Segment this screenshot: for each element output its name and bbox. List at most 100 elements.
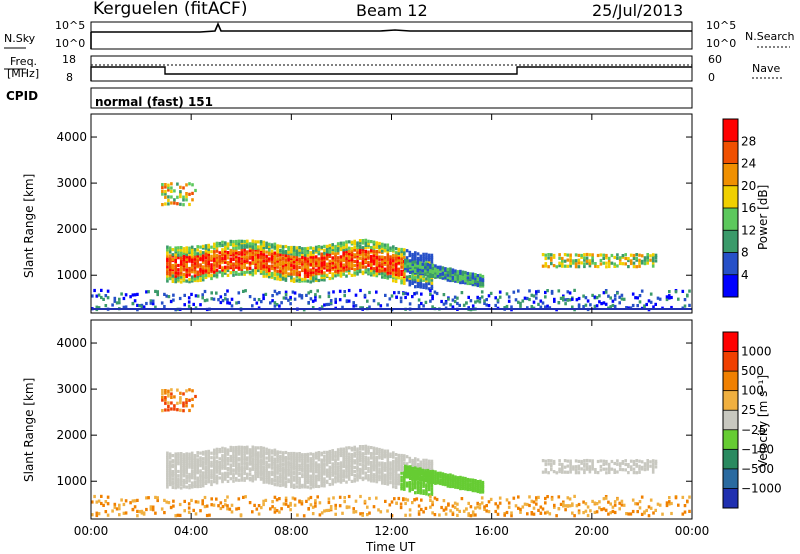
velocity-cell xyxy=(323,477,326,481)
power-cell xyxy=(414,251,417,255)
power-cell xyxy=(350,251,354,255)
power-cell xyxy=(550,262,553,266)
power-cell xyxy=(622,297,626,301)
velocity-cell xyxy=(449,482,452,487)
velocity-cell xyxy=(204,461,208,466)
velocity-cell xyxy=(298,454,301,458)
power-cell xyxy=(331,276,334,280)
power-cell xyxy=(411,295,414,299)
velocity-cell xyxy=(174,469,177,474)
power-cell xyxy=(199,254,202,258)
velocity-cell xyxy=(469,505,473,509)
velocity-cell xyxy=(251,457,255,461)
power-cell xyxy=(352,304,355,308)
power-cell xyxy=(339,273,343,277)
power-cell xyxy=(429,299,432,303)
velocity-cell xyxy=(479,484,482,488)
velocity-cell xyxy=(367,474,370,478)
power-cell xyxy=(317,261,321,265)
power-cell xyxy=(411,267,415,271)
velocity-cell xyxy=(526,502,529,507)
velocity-cell xyxy=(229,448,233,453)
velocity-cell xyxy=(480,496,484,500)
power-cell xyxy=(449,274,452,278)
velocity-cell xyxy=(339,450,343,454)
velocity-cell xyxy=(178,513,182,517)
power-cell xyxy=(253,297,256,301)
velocity-cell xyxy=(257,465,260,470)
power-cell xyxy=(562,298,565,302)
power-cell xyxy=(273,301,277,305)
power-cell xyxy=(254,242,257,246)
velocity-cell xyxy=(188,475,191,479)
power-cell xyxy=(257,254,260,258)
power-cell xyxy=(131,293,135,297)
velocity-cell xyxy=(469,487,472,492)
velocity-cell xyxy=(145,496,148,500)
power-cell xyxy=(394,279,398,283)
velocity-cell xyxy=(646,461,649,465)
power-cell xyxy=(431,268,435,273)
velocity-cell xyxy=(394,459,398,463)
velocity-cell xyxy=(459,484,462,488)
velocity-cell xyxy=(262,462,266,466)
power-cell xyxy=(190,253,194,257)
power-cell xyxy=(392,279,395,283)
power-cell xyxy=(232,266,235,270)
power-cell xyxy=(237,256,241,260)
power-cell xyxy=(426,274,430,278)
power-cell xyxy=(194,188,197,193)
velocity-cell xyxy=(257,470,260,474)
power-cell xyxy=(400,281,403,285)
velocity-cell xyxy=(444,479,447,483)
velocity-cell xyxy=(411,461,414,465)
velocity-cell xyxy=(246,451,249,455)
power-cell xyxy=(485,303,488,307)
power-cell xyxy=(257,259,260,264)
velocity-cell xyxy=(431,469,435,473)
velocity-cell xyxy=(289,508,292,512)
power-cell xyxy=(421,265,425,270)
power-cell xyxy=(439,265,442,269)
power-cell xyxy=(677,297,680,301)
power-cell xyxy=(532,300,536,304)
velocity-cell xyxy=(434,477,437,481)
power-cell xyxy=(262,252,266,256)
velocity-cell xyxy=(182,468,186,472)
power-cell xyxy=(118,301,121,305)
power-cell xyxy=(419,275,423,279)
velocity-cell xyxy=(339,472,343,476)
velocity-cell xyxy=(243,465,246,470)
power-cell xyxy=(251,246,255,250)
velocity-cell xyxy=(400,468,403,472)
power-cell xyxy=(568,298,572,302)
velocity-cell xyxy=(368,496,371,501)
power-cell xyxy=(213,242,216,246)
power-cell xyxy=(544,264,548,268)
power-cell xyxy=(226,246,230,250)
power-cell xyxy=(604,302,608,306)
velocity-cell xyxy=(429,505,432,509)
power-cell xyxy=(167,295,171,299)
power-cell xyxy=(196,245,199,249)
power-cell xyxy=(177,278,180,282)
velocity-cell xyxy=(265,469,268,473)
velocity-cell xyxy=(323,479,326,483)
velocity-cell xyxy=(190,469,194,473)
power-cell xyxy=(281,269,285,273)
power-cell xyxy=(221,248,224,252)
velocity-cell xyxy=(190,471,194,475)
power-cell xyxy=(638,258,641,262)
velocity-cell xyxy=(224,459,227,464)
power-cell xyxy=(279,273,282,277)
velocity-cell xyxy=(122,511,126,515)
velocity-cell xyxy=(320,476,323,480)
power-cell xyxy=(221,266,224,270)
velocity-cell xyxy=(177,462,180,466)
power-cell xyxy=(394,268,398,272)
power-cell xyxy=(161,185,164,190)
velocity-cell xyxy=(204,481,208,485)
power-cell xyxy=(276,259,279,263)
power-cell xyxy=(381,275,384,279)
power-cell xyxy=(436,269,440,273)
